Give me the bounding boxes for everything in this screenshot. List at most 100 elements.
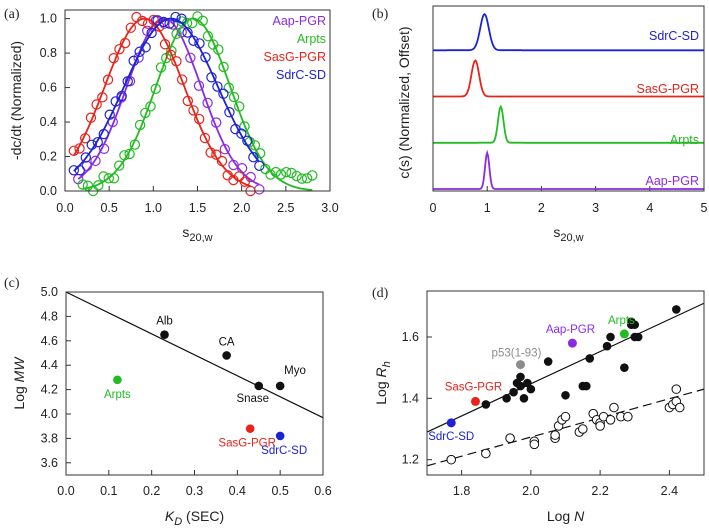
data-point (211, 117, 222, 128)
y-tick-label: 4.8 (41, 309, 58, 323)
point-label-Alb: Alb (156, 316, 173, 328)
data-point (98, 171, 109, 182)
data-point (296, 173, 308, 184)
y-tick-label: 1.4 (402, 391, 419, 405)
data-point (148, 14, 159, 26)
point-label-CA: CA (219, 336, 235, 348)
fit-line (65, 291, 324, 419)
point-label-Arpts: Arpts (608, 315, 635, 327)
data-point (74, 165, 86, 176)
data-point (170, 11, 181, 23)
x-tick-label: 3.0 (321, 201, 338, 215)
data-point (158, 16, 169, 28)
data-point (142, 18, 154, 29)
data-point (165, 49, 176, 61)
filled-point (516, 372, 525, 382)
point-Alb (160, 330, 169, 340)
data-point (236, 128, 247, 139)
data-point (197, 15, 208, 27)
data-point (176, 13, 187, 24)
data-point (211, 149, 222, 160)
open-point (674, 402, 685, 413)
distribution-Aap-PGR (433, 149, 704, 190)
x-tick-label: 0.0 (56, 201, 73, 215)
panel-label-d: (d) (372, 286, 389, 301)
data-point (188, 105, 199, 116)
y-tick-label: 0.4 (40, 115, 57, 129)
filled-point (581, 381, 591, 391)
data-point (265, 169, 276, 180)
data-point (119, 37, 131, 49)
y-axis-label-italic: MW (11, 356, 27, 383)
data-point (124, 148, 135, 160)
panel-label-a: (a) (4, 7, 20, 22)
y-tick-label: 1.0 (40, 12, 57, 26)
data-point (301, 173, 313, 184)
data-point (239, 176, 251, 188)
x-tick-label: 0.2 (143, 484, 160, 498)
point-CA (222, 351, 231, 360)
data-point (171, 28, 182, 40)
panel-a-frame (64, 9, 331, 192)
x-tick-label: 2.4 (661, 484, 678, 498)
x-tick-label: 0 (430, 201, 437, 215)
x-axis-label-suffix: (SEC) (182, 508, 224, 524)
x-tick-label: 0.5 (271, 484, 288, 498)
y-tick-label: 3.6 (41, 456, 58, 470)
data-point (224, 107, 235, 118)
data-point (291, 170, 302, 182)
data-point (146, 27, 157, 39)
x-axis-label: Log N (547, 508, 585, 524)
filled-point (502, 394, 511, 403)
legend-Arpts: Arpts (297, 32, 326, 46)
x-tick-label: 0.4 (229, 484, 246, 498)
fit-line-Arpts (82, 17, 313, 191)
data-point (74, 143, 85, 154)
x-tick-label: 2.0 (522, 484, 539, 498)
data-point (129, 139, 141, 150)
x-tick-label: 2 (538, 201, 545, 215)
data-point (131, 11, 142, 23)
data-point (185, 52, 196, 63)
y-tick-label: 5.0 (41, 285, 58, 299)
y-axis-label-sub: h (381, 361, 393, 367)
data-point (270, 166, 281, 178)
data-point (152, 15, 163, 26)
data-point (218, 88, 229, 99)
data-point (307, 170, 318, 181)
x-axis-label: s20,w (553, 224, 583, 244)
point-label-p53(1-93): p53(1-93) (492, 348, 542, 360)
data-point (145, 101, 156, 112)
filled-point (606, 332, 615, 342)
data-point (228, 174, 239, 186)
data-point (108, 53, 119, 64)
data-point (137, 15, 148, 27)
data-point (212, 81, 223, 92)
filled-point (516, 381, 525, 391)
data-point (90, 155, 101, 167)
data-point (182, 95, 194, 107)
point-SasG-PGR (470, 396, 480, 406)
panel-c-frame (65, 291, 324, 476)
x-axis-label-main: K (165, 508, 175, 524)
x-axis-label-sub: 20,w (560, 232, 583, 244)
open-point (623, 411, 633, 422)
data-point (114, 43, 125, 55)
point-label-Aap-PGR: Aap-PGR (546, 324, 595, 336)
x-axis-label-sub: D (174, 516, 182, 528)
x-tick-label: 2.2 (591, 484, 608, 498)
point-label-SdrC-SD: SdrC-SD (428, 431, 474, 443)
y-tick-label: 4.2 (41, 383, 58, 397)
data-point (86, 139, 97, 150)
point-Arpts (113, 375, 122, 385)
point-SdrC-SD (275, 431, 285, 441)
data-point (77, 179, 88, 190)
x-axis-label: KD (SEC) (165, 508, 224, 528)
series-label-SdrC-SD: SdrC-SD (649, 29, 699, 43)
x-axis-label: s20,w (182, 224, 212, 244)
data-point (150, 83, 161, 95)
data-point (171, 56, 182, 67)
open-point (671, 384, 682, 394)
y-axis-label: -dc/dt (Normalized) (8, 41, 24, 160)
panel-a: (a) 0.0 0.5 1.0 1.5 2.0 2.5 3.0 0.0 0.2 0.4 0.6 0.8 1… (4, 7, 339, 244)
